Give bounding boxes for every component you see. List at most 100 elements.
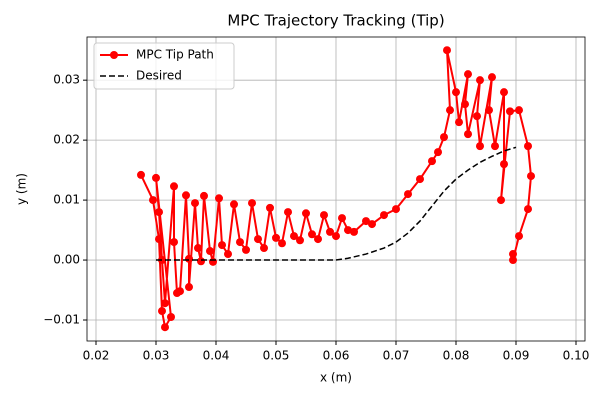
data-point [224,250,232,259]
data-point [428,157,436,166]
data-point [230,200,238,209]
data-point [350,227,358,236]
data-point [500,88,508,97]
data-point [161,299,169,308]
data-point [278,239,286,248]
data-point [446,106,454,115]
data-point [515,106,523,115]
legend-label: Desired [136,69,182,83]
x-tick-label: 0.06 [323,349,350,363]
chart-title: MPC Trajectory Tracking (Tip) [227,12,444,30]
x-tick-label: 0.08 [443,349,470,363]
data-point [194,244,202,253]
x-axis-label: x (m) [320,371,352,385]
data-point [455,118,463,127]
y-tick-label: 0.01 [53,193,80,207]
data-point [158,307,166,316]
data-point [344,226,352,235]
data-point [191,199,199,208]
data-point [302,209,310,218]
y-tick-label: 0.03 [53,73,80,87]
data-point [464,130,472,139]
data-point [326,227,334,236]
data-point [215,194,223,203]
data-point [200,191,208,200]
data-point [185,254,193,263]
data-point [236,238,244,247]
data-point [392,205,400,214]
data-point [464,70,472,79]
data-point [509,250,517,259]
data-point [497,196,505,205]
x-tick-label: 0.02 [83,349,110,363]
data-point [161,323,169,332]
x-tick-label: 0.05 [263,349,290,363]
data-point [170,182,178,191]
data-point [509,256,517,265]
data-point [197,257,205,266]
data-point [137,170,145,179]
data-point [155,235,163,244]
data-point [500,160,508,169]
y-tick-label: 0.00 [53,253,80,267]
data-point [380,211,388,220]
data-point [527,172,535,181]
data-point [404,190,412,199]
data-point [338,214,346,223]
x-tick-label: 0.09 [503,349,530,363]
data-point [434,148,442,157]
x-tick-label: 0.10 [563,349,590,363]
data-point [440,133,448,142]
data-point [485,106,493,115]
data-point [242,245,250,254]
data-point [176,287,184,296]
data-point [254,235,262,244]
legend-label: MPC Tip Path [136,48,214,62]
x-tick-label: 0.03 [143,349,170,363]
data-point [308,230,316,239]
data-point [155,208,163,217]
data-point [506,107,514,116]
data-point [416,175,424,184]
data-point [524,142,532,151]
data-point [284,208,292,217]
data-point [452,88,460,97]
data-point [209,257,217,266]
data-point [182,191,190,200]
data-point [524,205,532,214]
data-point [218,241,226,250]
legend-marker [110,51,118,59]
plot-frame [86,36,586,342]
series-line [156,146,517,261]
data-point [515,232,523,241]
data-point [248,199,256,208]
data-point [443,46,451,55]
data-point [476,142,484,151]
data-point [320,211,328,220]
data-point [152,173,160,182]
data-point [290,232,298,241]
data-point [260,244,268,253]
data-point [491,142,499,151]
y-axis-label: y (m) [15,173,29,205]
data-point [368,220,376,229]
legend-box [93,42,235,90]
data-point [149,196,157,205]
data-point [185,283,193,292]
data-point [314,235,322,244]
data-point [206,247,214,256]
data-point [296,236,304,245]
data-point [362,217,370,226]
x-tick-label: 0.04 [203,349,230,363]
data-point [473,112,481,121]
data-point [167,313,175,322]
y-tick-label: −0.01 [43,313,80,327]
data-point [461,100,469,109]
data-point [488,73,496,82]
data-point [266,203,274,212]
y-tick-label: 0.02 [53,133,80,147]
data-point [272,233,280,242]
data-point [476,76,484,85]
x-tick-label: 0.07 [383,349,410,363]
